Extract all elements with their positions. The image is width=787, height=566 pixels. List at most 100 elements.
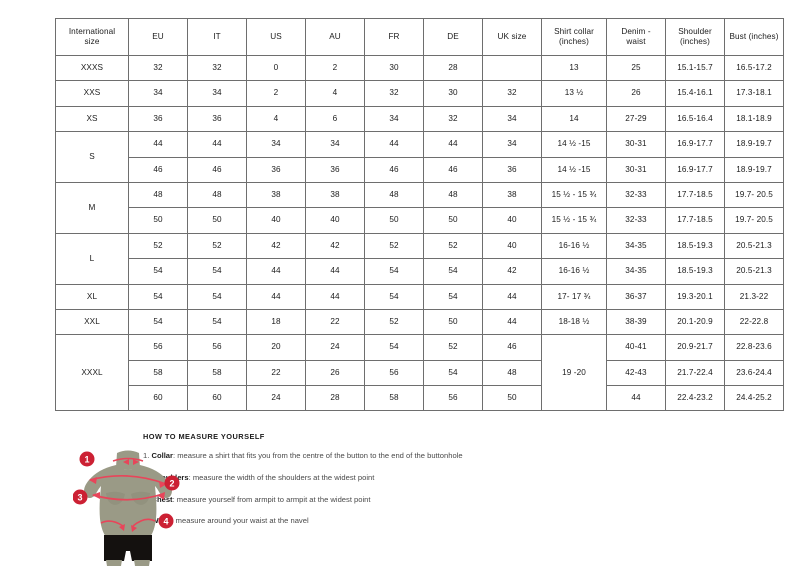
table-row: XXXL 56 56 20 24 54 52 46 19 -20 40-41 20.9-21.7 22… bbox=[55, 334, 784, 412]
cell-de: 46 bbox=[423, 156, 483, 183]
cell-it: 54 bbox=[187, 283, 247, 310]
cell-fr: 46 bbox=[364, 156, 424, 183]
cell-eu: 52 bbox=[128, 232, 188, 260]
cell-it: 44 bbox=[187, 131, 247, 158]
cell-denim-waist: 25 bbox=[606, 54, 666, 82]
cell-eu: 34 bbox=[128, 80, 188, 107]
cell-us: 36 bbox=[246, 156, 306, 183]
marker-1: 1 bbox=[79, 451, 95, 467]
cell-denim-waist: 27-29 bbox=[606, 105, 666, 133]
table-row: XXS 34 34 2 4 32 30 32 13 ½ 26 15.4-16.1 17.3-18.1 bbox=[55, 80, 784, 107]
cell-denim-waist: 34-35 bbox=[606, 232, 666, 260]
cell-uk-size bbox=[482, 54, 542, 82]
cell-au: 26 bbox=[305, 359, 365, 387]
leg-left bbox=[106, 560, 122, 566]
measure-instruction-item: 1. Collar: measure a shirt that fits you… bbox=[143, 451, 743, 461]
waist-arrow-line-right bbox=[132, 518, 156, 527]
header-line-2: size bbox=[84, 37, 100, 46]
cell-bust: 18.1-18.9 bbox=[724, 105, 784, 133]
column-header-au: AU bbox=[305, 18, 365, 56]
table-row: XXL 54 54 18 22 52 50 44 18-18 ½ 38-39 20.1-20.9 22… bbox=[55, 308, 784, 336]
cell-it: 54 bbox=[187, 308, 247, 336]
column-header-de: DE bbox=[423, 18, 483, 56]
cell-shoulder: 16.9-17.7 bbox=[665, 156, 725, 183]
table-row: 58 58 22 26 56 54 48 42-43 21.7-22.4 23.6-24.4 bbox=[56, 359, 784, 387]
measure-instruction-list: 1. Collar: measure a shirt that fits you… bbox=[143, 451, 743, 527]
cell-bust: 20.5-21.3 bbox=[724, 258, 784, 285]
cell-denim-waist: 34-35 bbox=[606, 258, 666, 285]
cell-au: 38 bbox=[305, 181, 365, 209]
marker-1-label: 1 bbox=[84, 454, 89, 464]
cell-denim-waist: 30-31 bbox=[606, 156, 666, 183]
table-row: 50 50 40 40 50 50 40 15 ½ - 15 ¾ 32-33 17.7-18.5 1… bbox=[56, 207, 784, 234]
cell-uk-size: 36 bbox=[482, 156, 542, 183]
cell-fr: 50 bbox=[364, 207, 424, 234]
cell-uk-size: 34 bbox=[482, 105, 542, 133]
collar-arrow-head-right bbox=[133, 459, 139, 465]
cell-shoulder: 16.9-17.7 bbox=[665, 131, 725, 158]
cell-it: 36 bbox=[187, 105, 247, 133]
cell-de: 54 bbox=[423, 283, 483, 310]
cell-it: 34 bbox=[187, 80, 247, 107]
cell-de: 50 bbox=[423, 207, 483, 234]
cell-bust: 22-22.8 bbox=[724, 308, 784, 336]
cell-denim-waist: 36-37 bbox=[606, 283, 666, 310]
cell-shirt-collar: 18-18 ½ bbox=[541, 308, 607, 336]
chest-arrow-head-right bbox=[157, 492, 165, 500]
shorts-shape bbox=[104, 535, 152, 561]
cell-international-size: XS bbox=[55, 105, 129, 133]
cell-bust: 20.5-21.3 bbox=[724, 232, 784, 260]
cell-uk-size: 42 bbox=[482, 258, 542, 285]
cell-au: 40 bbox=[305, 207, 365, 234]
cell-shirt-collar: 13 ½ bbox=[541, 80, 607, 107]
cell-de: 28 bbox=[423, 54, 483, 82]
cell-uk-size: 44 bbox=[482, 308, 542, 336]
table-header-row: International size EU IT US AU FR DE UK … bbox=[55, 18, 784, 56]
cell-de: 52 bbox=[423, 232, 483, 260]
table-row: XXXS 32 32 0 2 30 28 13 25 15.1-15.7 16.5-17.2 bbox=[55, 54, 784, 82]
cell-international-size: S bbox=[55, 131, 129, 183]
cell-denim-waist: 32-33 bbox=[606, 181, 666, 209]
cell-eu: 56 bbox=[128, 334, 188, 361]
cell-us: 34 bbox=[246, 131, 306, 158]
cell-fr: 52 bbox=[364, 308, 424, 336]
cell-uk-size: 40 bbox=[482, 232, 542, 260]
cell-au: 34 bbox=[305, 131, 365, 158]
how-to-measure-title: HOW TO MEASURE YOURSELF bbox=[143, 432, 265, 441]
cell-us: 40 bbox=[246, 207, 306, 234]
column-header-eu: EU bbox=[128, 18, 188, 56]
cell-bust: 21.3-22 bbox=[724, 283, 784, 310]
cell-shirt-collar: 15 ½ - 15 ¾ bbox=[541, 207, 607, 234]
marker-3-label: 3 bbox=[77, 492, 82, 502]
how-to-measure-section: HOW TO MEASURE YOURSELF 1. Collar: measu… bbox=[143, 432, 743, 538]
table-row: M 48 48 38 38 48 48 38 15 ½ - 15 ¾ 32-33 17.7-18.5… bbox=[55, 181, 784, 234]
cell-eu: 36 bbox=[128, 105, 188, 133]
column-header-uk-size: UK size bbox=[482, 18, 542, 56]
column-header-shoulder: Shoulder (inches) bbox=[665, 18, 725, 56]
table-header: International size EU IT US AU FR DE UK … bbox=[55, 18, 784, 56]
cell-eu: 50 bbox=[128, 207, 188, 234]
cell-de: 44 bbox=[423, 131, 483, 158]
leg-right bbox=[134, 560, 150, 566]
cell-fr: 44 bbox=[364, 131, 424, 158]
size-chart-table: International size EU IT US AU FR DE UK … bbox=[55, 18, 784, 412]
marker-2: 2 bbox=[164, 475, 180, 491]
torso-diagram-svg: 1 2 3 4 bbox=[73, 450, 180, 566]
table-row: S 44 44 34 34 44 44 34 14 ½ -15 30-31 16.9-17.7 18.… bbox=[55, 131, 784, 183]
cell-it: 60 bbox=[187, 385, 247, 412]
cell-shoulder: 20.9-21.7 bbox=[665, 334, 725, 361]
table-row: L 52 52 42 42 52 52 40 16-16 ½ 34-35 18.5-19.3 20.5… bbox=[55, 232, 784, 285]
cell-bust: 16.5-17.2 bbox=[724, 54, 784, 82]
cell-international-size: XXS bbox=[55, 80, 129, 107]
size-chart-table-container: International size EU IT US AU FR DE UK … bbox=[55, 18, 784, 412]
collar-arrow-line bbox=[112, 457, 144, 462]
instruction-text: : measure the width of the shoulders at … bbox=[188, 472, 375, 482]
cell-international-size: L bbox=[55, 232, 129, 285]
cell-it: 46 bbox=[187, 156, 247, 183]
instruction-text: : measure yourself from armpit to armpit… bbox=[172, 494, 371, 504]
cell-denim-waist: 40-41 bbox=[606, 334, 666, 361]
cell-shoulder: 21.7-22.4 bbox=[665, 359, 725, 387]
cell-fr: 56 bbox=[364, 359, 424, 387]
cell-shirt-collar: 19 -20 bbox=[541, 334, 607, 412]
cell-shirt-collar: 17- 17 ¾ bbox=[541, 283, 607, 310]
